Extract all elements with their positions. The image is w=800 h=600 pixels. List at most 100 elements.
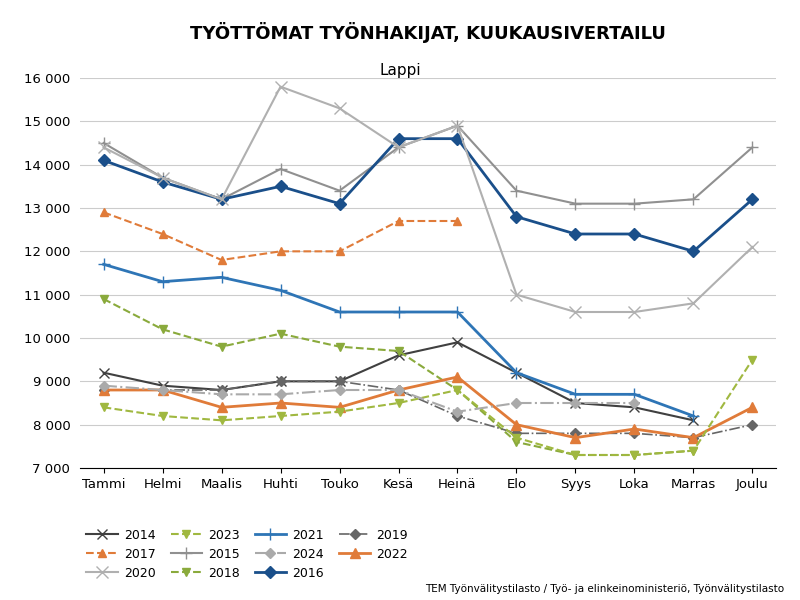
2021	[630, 391, 639, 398]
2024	[334, 386, 344, 394]
2017	[334, 248, 344, 255]
2018	[689, 447, 698, 454]
2022	[689, 434, 698, 441]
Line: 2014: 2014	[98, 337, 698, 425]
2019	[570, 430, 580, 437]
2017	[217, 256, 226, 263]
2014	[512, 369, 522, 376]
2020	[689, 300, 698, 307]
2024	[98, 382, 108, 389]
2023	[334, 408, 344, 415]
2016	[217, 196, 226, 203]
Line: 2021: 2021	[98, 258, 700, 422]
2018	[276, 330, 286, 337]
Legend: 2014, 2017, 2020, 2023, 2015, 2018, 2021, 2024, 2016, 2019, 2022, : 2014, 2017, 2020, 2023, 2015, 2018, 2021…	[86, 529, 408, 580]
2018	[394, 347, 403, 355]
2020	[394, 144, 403, 151]
2015	[748, 144, 758, 151]
2015	[394, 144, 403, 151]
2022	[217, 404, 226, 411]
2015	[630, 200, 639, 207]
2023	[217, 417, 226, 424]
2019	[748, 421, 758, 428]
2020	[453, 122, 462, 129]
2018	[98, 295, 108, 302]
2018	[158, 326, 167, 333]
2019	[630, 430, 639, 437]
2022	[512, 421, 522, 428]
2021	[217, 274, 226, 281]
2019	[158, 386, 167, 394]
2018	[630, 451, 639, 458]
Text: TEM Työnvälitystilasto / Työ- ja elinkeinoministeriö, Työnvälitystilasto: TEM Työnvälitystilasto / Työ- ja elinkei…	[425, 584, 784, 594]
2016	[98, 157, 108, 164]
2022	[630, 425, 639, 433]
2014	[276, 378, 286, 385]
2014	[334, 378, 344, 385]
2019	[98, 386, 108, 394]
2018	[453, 386, 462, 394]
2014	[570, 400, 580, 407]
2022	[453, 373, 462, 380]
2022	[276, 400, 286, 407]
2024	[630, 400, 639, 407]
2022	[334, 404, 344, 411]
2023	[98, 404, 108, 411]
2020	[217, 196, 226, 203]
Line: 2022: 2022	[98, 372, 758, 443]
2021	[689, 412, 698, 419]
2019	[453, 412, 462, 419]
2017	[98, 209, 108, 216]
2014	[689, 417, 698, 424]
2022	[748, 404, 758, 411]
2019	[689, 434, 698, 441]
2019	[512, 430, 522, 437]
2024	[512, 400, 522, 407]
2024	[453, 408, 462, 415]
2017	[394, 217, 403, 224]
2015	[276, 166, 286, 173]
2016	[334, 200, 344, 207]
Line: 2024: 2024	[100, 382, 638, 415]
2020	[334, 105, 344, 112]
2021	[394, 308, 403, 316]
2016	[276, 183, 286, 190]
2015	[217, 196, 226, 203]
2019	[217, 386, 226, 394]
2016	[570, 230, 580, 238]
2024	[570, 400, 580, 407]
2016	[453, 135, 462, 142]
Line: 2018: 2018	[99, 295, 698, 459]
2023	[748, 356, 758, 363]
2014	[453, 339, 462, 346]
2024	[276, 391, 286, 398]
2016	[689, 248, 698, 255]
2024	[394, 386, 403, 394]
2021	[570, 391, 580, 398]
2023	[158, 412, 167, 419]
2017	[276, 248, 286, 255]
Line: 2016: 2016	[99, 134, 757, 256]
2023	[689, 447, 698, 454]
2015	[453, 122, 462, 129]
2019	[276, 378, 286, 385]
2018	[512, 439, 522, 446]
2022	[570, 434, 580, 441]
Line: 2017: 2017	[99, 208, 462, 264]
2021	[334, 308, 344, 316]
Text: Lappi: Lappi	[379, 63, 421, 78]
2016	[158, 178, 167, 185]
2019	[394, 386, 403, 394]
2014	[630, 404, 639, 411]
2020	[276, 83, 286, 90]
Title: TYÖTTÖMAT TYÖNHAKIJAT, KUUKAUSIVERTAILU: TYÖTTÖMAT TYÖNHAKIJAT, KUUKAUSIVERTAILU	[190, 22, 666, 43]
2022	[158, 386, 167, 394]
2022	[394, 386, 403, 394]
2014	[158, 382, 167, 389]
2020	[98, 144, 108, 151]
2020	[570, 308, 580, 316]
2015	[570, 200, 580, 207]
2015	[98, 139, 108, 146]
2019	[334, 378, 344, 385]
2024	[158, 386, 167, 394]
